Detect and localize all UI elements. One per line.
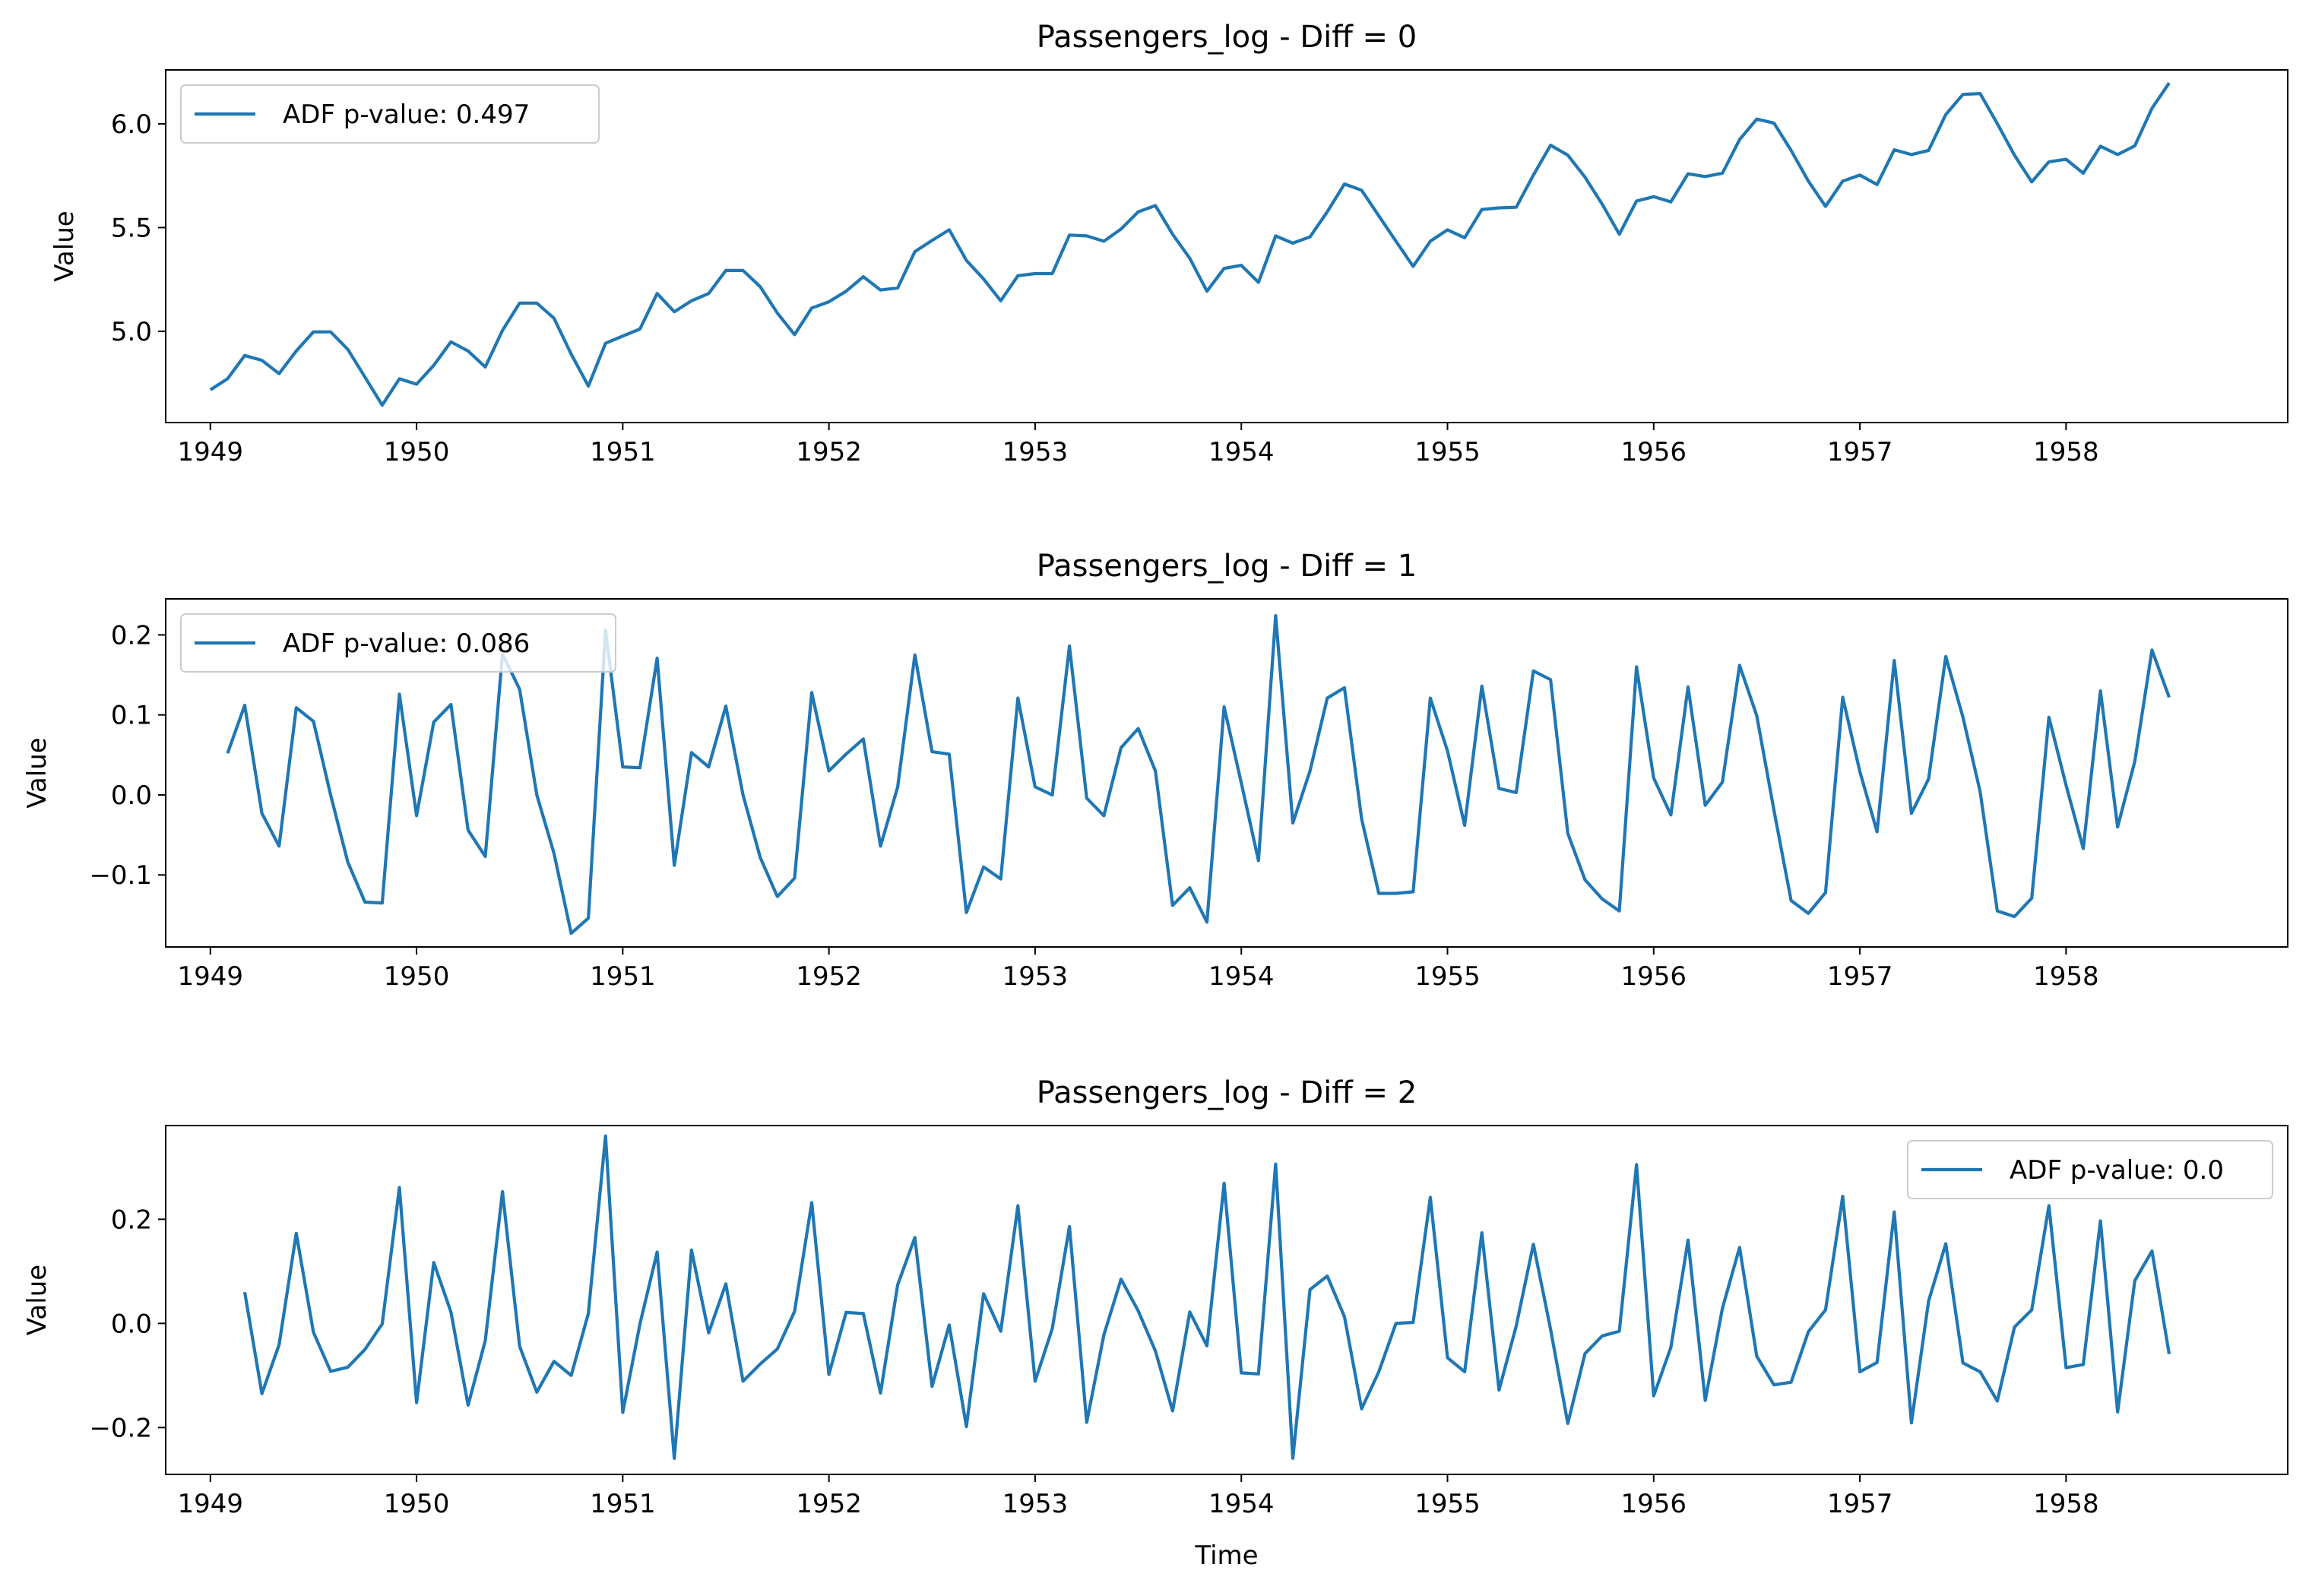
legend: ADF p-value: 0.086: [180, 613, 616, 673]
y-tick-label: 0.2: [111, 1205, 152, 1235]
x-tick-label: 1954: [1208, 1489, 1275, 1519]
y-tick-label: 0.0: [111, 1309, 152, 1339]
legend: ADF p-value: 0.0: [1907, 1140, 2273, 1199]
x-axis-label: Time: [1194, 1541, 1258, 1571]
x-tick-label: 1956: [1621, 961, 1687, 992]
x-tick-label: 1953: [1002, 961, 1069, 992]
series-line: [209, 82, 2171, 407]
y-tick-label: 5.5: [111, 213, 152, 243]
subplot-2: Passengers_log - Diff = 2 1949 1950 1951 195…: [22, 1075, 2288, 1519]
x-tick-label: 1951: [590, 961, 656, 992]
x-tick-label: 1954: [1208, 437, 1275, 467]
x-tick-label: 1952: [796, 961, 862, 992]
x-tick-label: 1950: [384, 437, 450, 467]
legend-label: ADF p-value: 0.497: [283, 100, 530, 130]
plot-frame: [165, 1125, 2288, 1475]
x-tick-label: 1954: [1208, 961, 1275, 992]
plot-frame: [165, 69, 2288, 423]
legend-label: ADF p-value: 0.086: [283, 629, 530, 659]
y-tick-label: −0.2: [89, 1413, 152, 1443]
series-line: [242, 1134, 2171, 1460]
x-tick-label: 1949: [178, 437, 244, 467]
subplot-0: Passengers_log - Diff = 0 1949 1950 1951 195…: [49, 20, 2288, 467]
x-tick-label: 1958: [2033, 437, 2099, 467]
x-tick-label: 1957: [1827, 1489, 1893, 1519]
y-tick-label: −0.1: [89, 860, 152, 891]
plot-frame: [165, 598, 2288, 948]
y-axis-label: Value: [49, 211, 80, 281]
y-tick-label: 0.2: [111, 620, 152, 651]
x-tick-label: 1952: [796, 437, 862, 467]
subplot-1: Passengers_log - Diff = 1 1949 1950 1951 195…: [22, 549, 2288, 992]
x-tick-label: 1951: [590, 437, 656, 467]
y-tick-label: 6.0: [111, 109, 152, 140]
legend: ADF p-value: 0.497: [180, 84, 600, 144]
y-tick-label: 0.0: [111, 781, 152, 811]
legend-label: ADF p-value: 0.0: [2010, 1155, 2224, 1186]
subplot-title: Passengers_log - Diff = 0: [1037, 20, 1417, 55]
x-tick-label: 1958: [2033, 961, 2099, 992]
x-tick-label: 1949: [178, 1489, 244, 1519]
x-tick-label: 1949: [178, 961, 244, 992]
x-tick-label: 1950: [384, 1489, 450, 1519]
series-line: [226, 613, 2171, 936]
x-tick-label: 1956: [1621, 437, 1687, 467]
x-tick-label: 1953: [1002, 1489, 1069, 1519]
y-tick-label: 0.1: [111, 701, 152, 731]
subplot-title: Passengers_log - Diff = 1: [1037, 549, 1417, 584]
x-tick-label: 1955: [1414, 1489, 1481, 1519]
x-tick-label: 1956: [1621, 1489, 1687, 1519]
legend-box: [1907, 1140, 2273, 1199]
x-tick-label: 1958: [2033, 1489, 2099, 1519]
x-tick-label: 1957: [1827, 437, 1893, 467]
x-tick-label: 1955: [1414, 961, 1481, 992]
legend-box: [180, 613, 616, 673]
subplot-title: Passengers_log - Diff = 2: [1037, 1075, 1417, 1110]
x-tick-label: 1952: [796, 1489, 862, 1519]
x-tick-label: 1955: [1414, 437, 1481, 467]
x-tick-label: 1953: [1002, 437, 1069, 467]
y-axis-label: Value: [22, 1265, 52, 1335]
legend-box: [180, 84, 600, 144]
x-tick-label: 1951: [590, 1489, 656, 1519]
x-tick-label: 1957: [1827, 961, 1893, 992]
y-tick-label: 5.0: [111, 317, 152, 347]
x-tick-label: 1950: [384, 961, 450, 992]
y-axis-label: Value: [22, 737, 52, 808]
